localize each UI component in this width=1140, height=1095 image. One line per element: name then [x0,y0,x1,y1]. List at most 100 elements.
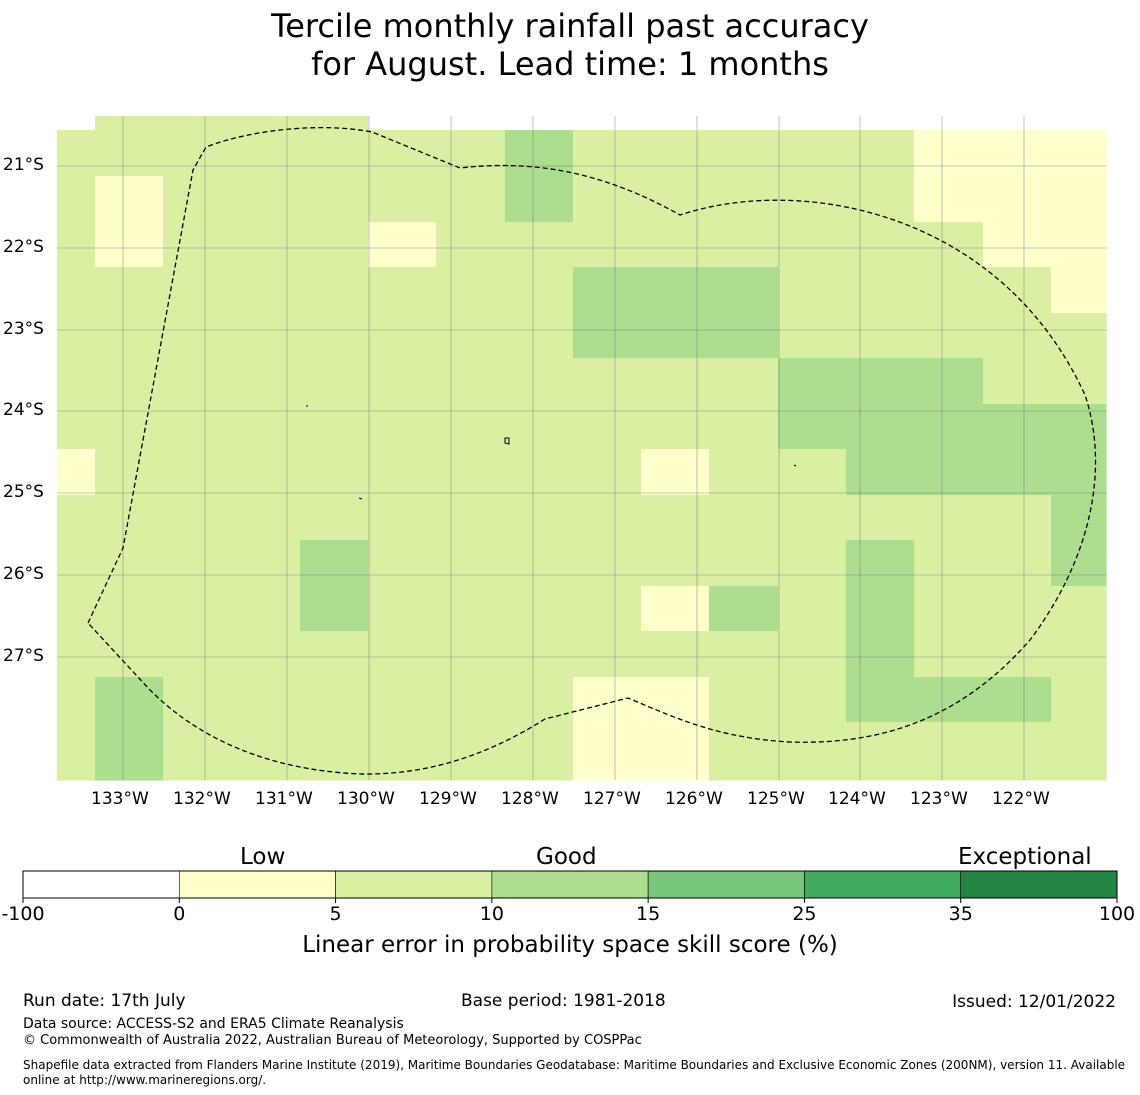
grid-cell [1051,222,1107,268]
grid-cell [95,677,164,723]
grid-cell [368,130,437,177]
grid-cell [573,722,642,781]
grid-cell [914,495,984,541]
grid-cell [436,722,506,781]
grid-cell [57,130,96,177]
grid-cell [231,677,301,723]
grid-cell [95,404,164,450]
grid-cell [914,176,984,223]
grid-cell [983,586,1052,632]
grid-cell [778,267,847,314]
grid-cell [1051,449,1107,496]
grid-cell [914,313,984,359]
grid-cell [57,722,96,781]
grid-cell [709,495,779,541]
lon-label: 127°W [583,789,641,809]
grid-cell [778,586,847,632]
lon-label: 124°W [828,789,886,809]
grid-cell [231,495,301,541]
grid-cell [641,631,710,678]
grid-cell [641,677,710,723]
grid-cell [1051,540,1107,587]
grid-cell [641,267,710,314]
grid-cell [778,116,847,131]
colorbar-segment [960,870,1118,899]
grid-cell [57,449,96,496]
grid-cell [983,449,1052,496]
grid-cell [914,404,984,450]
grid-cell [163,404,232,450]
grid-cell [57,677,96,723]
grid-cell [641,313,710,359]
grid-cell [163,586,232,632]
grid-cell [983,176,1052,223]
grid-cell [231,586,301,632]
grid-cell [846,130,915,177]
grid-cell [1051,586,1107,632]
category-good: Good [536,844,597,870]
lon-label: 129°W [419,789,477,809]
grid-cell [778,449,847,496]
colorbar-tick-label: 0 [173,903,186,925]
grid-cell [778,176,847,223]
grid-cell [163,495,232,541]
grid-cell [163,313,232,359]
grid-cell [436,116,506,131]
grid-cell [983,677,1052,723]
grid-cell [436,404,506,450]
island-marker [793,464,797,467]
grid-cell [300,267,369,314]
grid-cell [300,677,369,723]
grid-cell [914,267,984,314]
grid-cell [231,722,301,781]
grid-cell [709,176,779,223]
grid-cell [368,176,437,223]
grid-cell [1051,313,1107,359]
grid-cell [914,722,984,781]
island-marker [358,497,363,500]
run-date: Run date: 17th July [23,991,186,1011]
grid-cell [983,130,1052,177]
grid-cell [57,222,96,268]
grid-cell [231,130,301,177]
grid-cell [368,677,437,723]
grid-cell [846,495,915,541]
grid-cell [573,358,642,405]
islands [306,405,797,500]
grid-cell [95,222,164,268]
grid-cell [57,358,96,405]
base-period: Base period: 1981-2018 [461,991,666,1011]
grid-cell [57,631,96,678]
lat-label: 21°S [3,155,44,175]
grid-cell [505,631,574,678]
grid-cell [641,176,710,223]
grid-cell [505,677,574,723]
grid-cell [709,267,779,314]
lon-label: 123°W [910,789,968,809]
grid-cell [983,313,1052,359]
grid-cell [231,449,301,496]
grid-cell [914,586,984,632]
grid-cell [709,222,779,268]
grid-cell [163,130,232,177]
grid-cell [914,130,984,177]
grid-cell [709,540,779,587]
grid-cell [231,267,301,314]
grid-cell [846,404,915,450]
grid-cell [163,677,232,723]
graticule [57,116,1106,780]
data-source: Data source: ACCESS-S2 and ERA5 Climate … [23,1016,404,1032]
lon-label: 130°W [337,789,395,809]
grid-cell [300,631,369,678]
grid-cell [709,313,779,359]
grid-cell [368,116,437,131]
grid-cell [368,404,437,450]
grid-cell [573,130,642,177]
grid-cell [778,631,847,678]
grid-cell [57,176,96,223]
grid-cell [983,631,1052,678]
grid-cell [300,449,369,496]
grid-cell [914,358,984,405]
island-marker [504,437,510,445]
